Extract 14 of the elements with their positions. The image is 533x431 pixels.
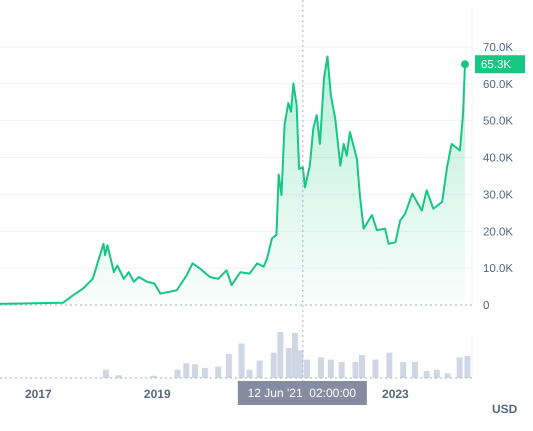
y-tick-label: 50.0K — [483, 116, 514, 128]
y-tick-label: 70.0K — [483, 42, 514, 54]
text: 12 Jun '21 02:00:00 — [248, 386, 356, 400]
x-tick-label: 2019 — [144, 387, 171, 401]
x-tick-label: 2017 — [24, 387, 52, 401]
y-tick-label: 30.0K — [483, 189, 514, 202]
x-tick-label: 2023 — [382, 387, 410, 401]
y-tick-label: 0 — [483, 300, 490, 312]
annotation: 65.3K — [481, 59, 512, 72]
y-tick-label: 10.0K — [483, 263, 514, 276]
text: USD — [492, 402, 518, 416]
y-tick-label: 20.0K — [483, 226, 514, 238]
y-tick-label: 60.0K — [483, 78, 514, 91]
y-tick-label: 40.0K — [483, 152, 514, 165]
